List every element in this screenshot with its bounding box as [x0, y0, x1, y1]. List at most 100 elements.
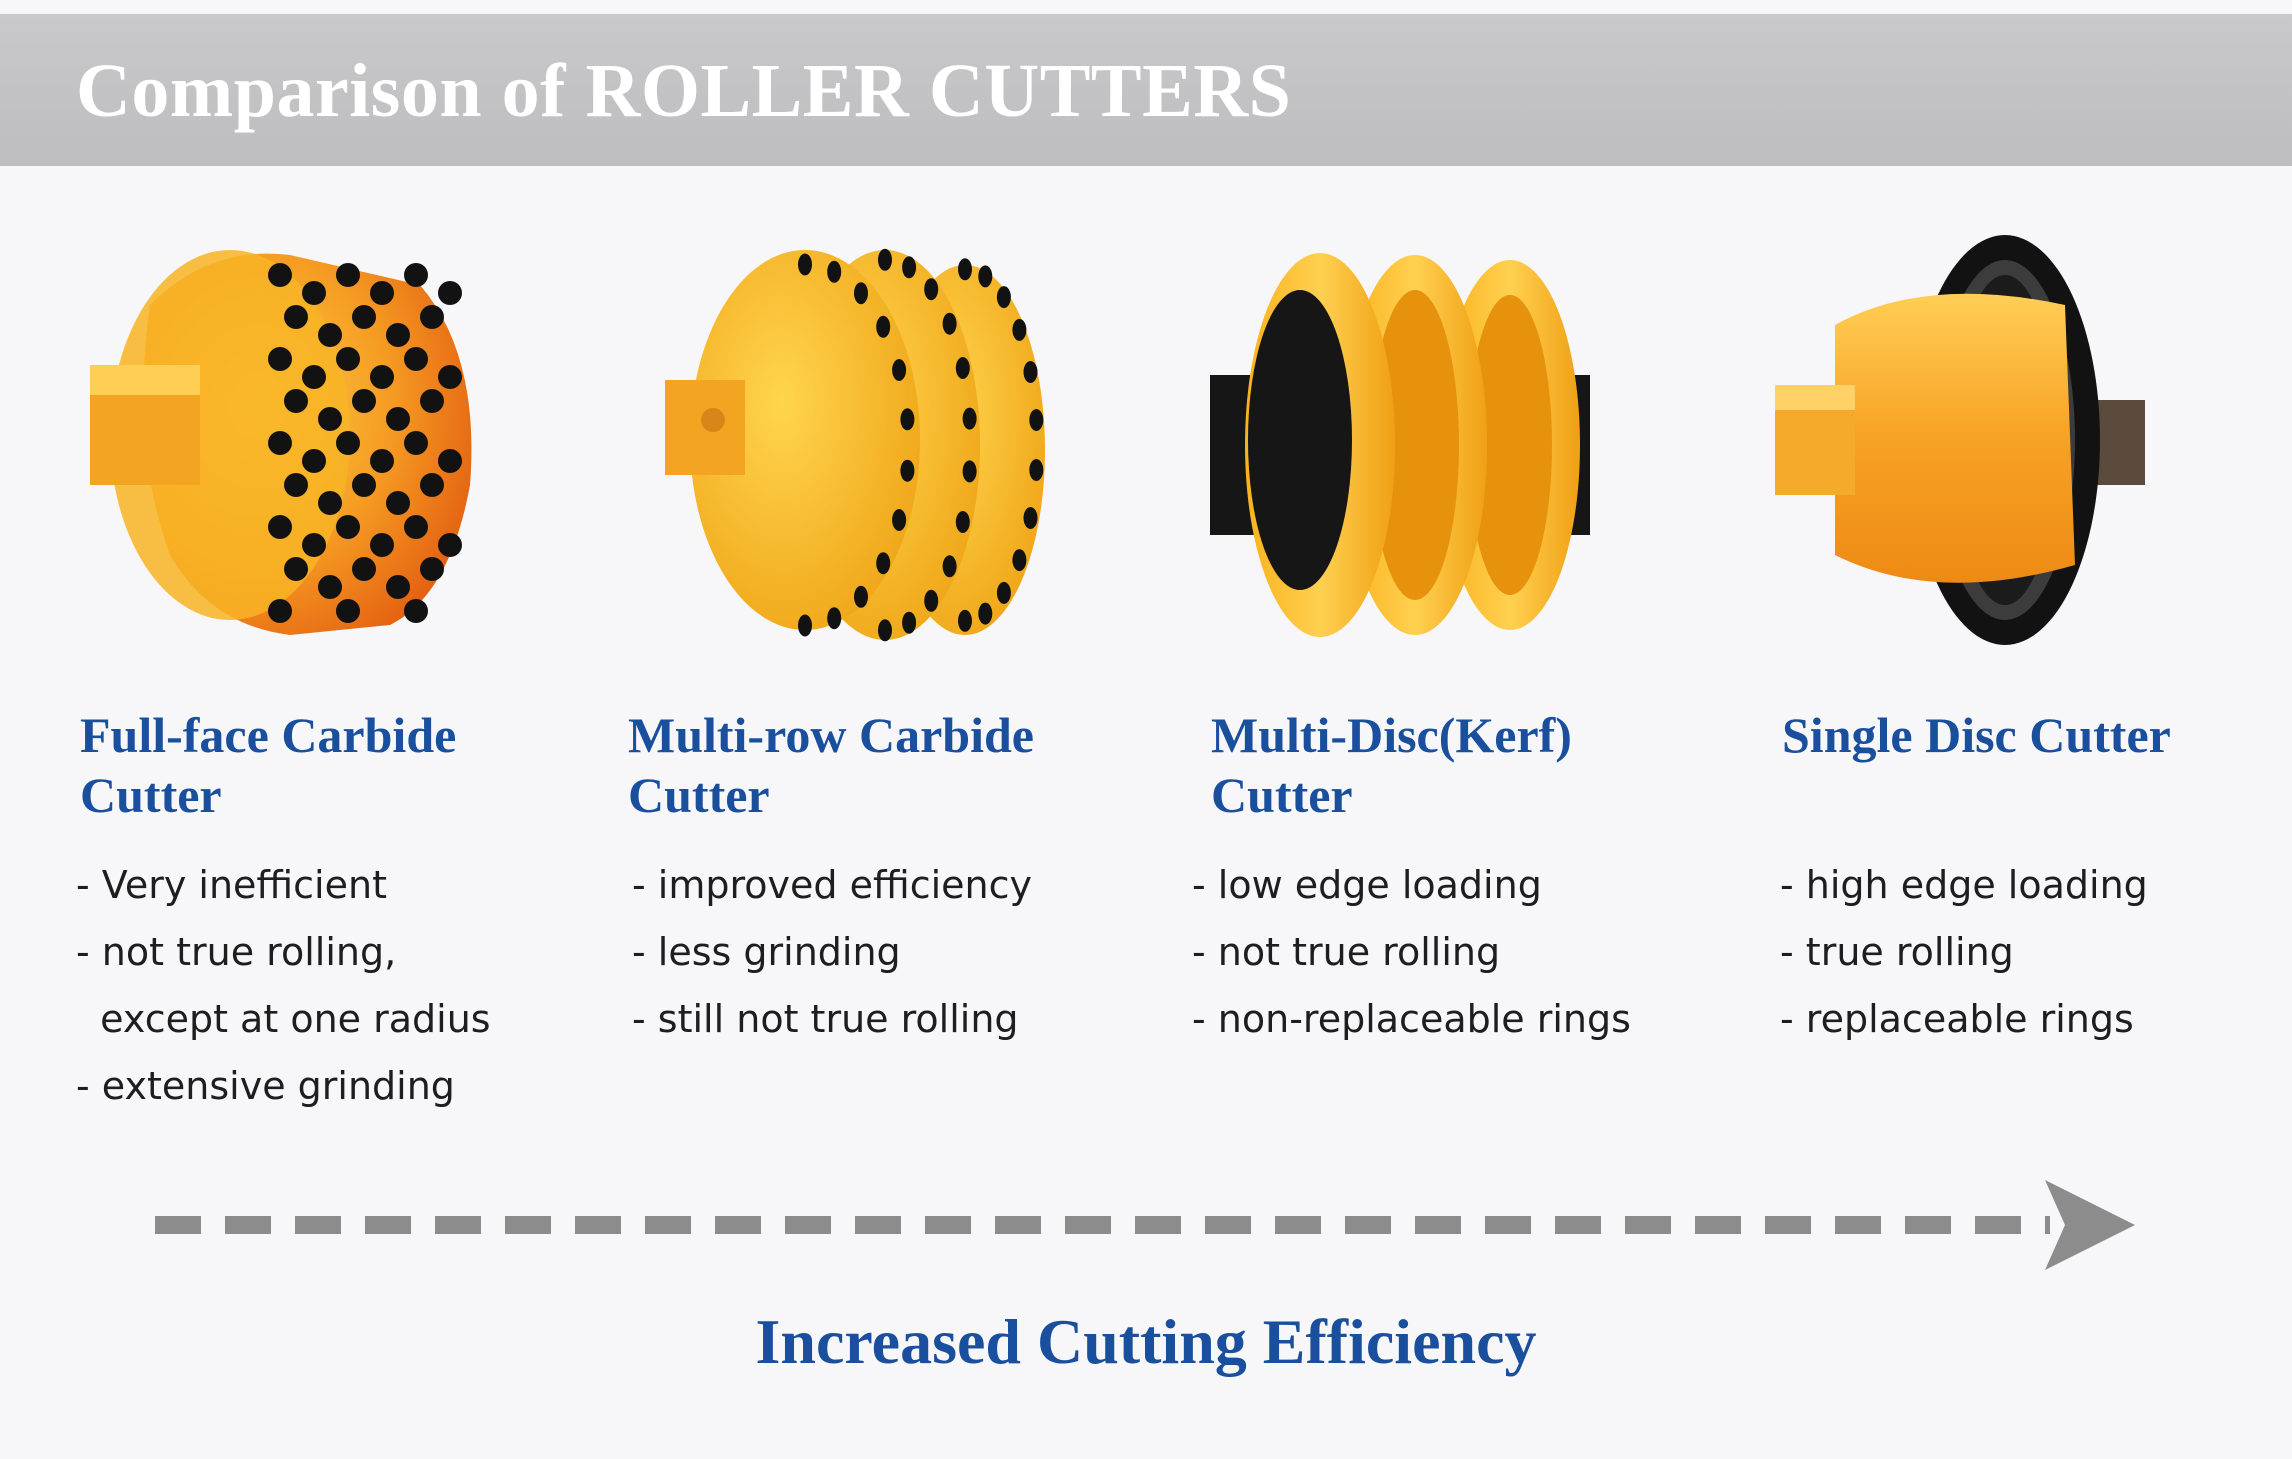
carbide-button: [404, 431, 428, 455]
carbide-button: [302, 281, 326, 305]
cutter-title-multi-disc: Multi-Disc(Kerf) Cutter: [1211, 707, 1572, 823]
carbide-button: [386, 491, 410, 515]
carbide-button: [336, 347, 360, 371]
carbide-tooth: [942, 312, 957, 335]
carbide-button: [284, 557, 308, 581]
feature-list-single-disc: - high edge loading - true rolling - rep…: [1780, 852, 2148, 1053]
feature-item: - non-replaceable rings: [1192, 997, 1631, 1041]
carbide-button: [438, 281, 462, 305]
feature-item: - extensive grinding: [76, 1064, 455, 1108]
carbide-tooth: [924, 589, 939, 612]
carbide-button: [438, 365, 462, 389]
feature-item: - improved efficiency: [632, 863, 1033, 907]
carbide-tooth: [854, 585, 868, 608]
carbide-tooth: [1023, 507, 1038, 529]
carbide-tooth: [878, 619, 892, 642]
feature-list-multi-disc: - low edge loading - not true rolling - …: [1192, 852, 1631, 1053]
carbide-button: [404, 347, 428, 371]
carbide-button: [386, 323, 410, 347]
carbide-button: [268, 431, 292, 455]
carbide-button: [352, 389, 376, 413]
carbide-button: [370, 281, 394, 305]
single-disc-cutter-image: [1775, 235, 2145, 645]
carbide-button: [284, 473, 308, 497]
title-banner: Comparison of ROLLER CUTTERS: [0, 14, 2292, 166]
carbide-tooth: [902, 256, 917, 279]
carbide-tooth: [996, 581, 1011, 604]
carbide-tooth: [892, 359, 907, 381]
carbide-button: [370, 449, 394, 473]
carbide-button: [420, 557, 444, 581]
carbide-button: [420, 305, 444, 329]
carbide-button: [336, 431, 360, 455]
carbide-tooth: [902, 611, 917, 634]
feature-item: - true rolling: [1780, 930, 2014, 974]
carbide-button: [284, 305, 308, 329]
feature-item: - Very inefficient: [76, 863, 387, 907]
carbide-button: [318, 407, 342, 431]
feature-list-multi-row: - improved efficiency - less grinding - …: [632, 852, 1032, 1053]
carbide-tooth: [876, 315, 891, 338]
carbide-button: [404, 263, 428, 287]
carbide-button: [386, 407, 410, 431]
carbide-button: [404, 515, 428, 539]
carbide-button: [302, 533, 326, 557]
carbide-tooth: [958, 609, 972, 632]
carbide-button: [438, 533, 462, 557]
carbide-tooth: [900, 459, 915, 482]
feature-item: - replaceable rings: [1780, 997, 2134, 1041]
carbide-tooth: [798, 614, 812, 637]
cutter-title-full-face: Full-face Carbide Cutter: [80, 707, 457, 823]
carbide-button: [438, 449, 462, 473]
carbide-tooth: [942, 555, 957, 578]
carbide-tooth: [876, 552, 891, 575]
feature-item: - low edge loading: [1192, 863, 1542, 907]
carbide-button: [284, 389, 308, 413]
carbide-button: [370, 533, 394, 557]
page-title: Comparison of ROLLER CUTTERS: [76, 49, 1292, 133]
carbide-tooth: [955, 357, 970, 379]
carbide-button: [352, 305, 376, 329]
carbide-tooth: [978, 602, 993, 625]
carbide-button: [352, 473, 376, 497]
carbide-tooth: [962, 460, 977, 483]
multi-row-carbide-cutter-image: [665, 248, 1045, 642]
carbide-button: [386, 575, 410, 599]
carbide-button: [302, 365, 326, 389]
carbide-tooth: [978, 265, 993, 288]
feature-item: - still not true rolling: [632, 997, 1019, 1041]
cutter-title-single-disc: Single Disc Cutter: [1782, 707, 2171, 763]
feature-item: - not true rolling,: [76, 930, 397, 974]
carbide-tooth: [958, 258, 972, 281]
carbide-tooth: [962, 407, 977, 430]
carbide-tooth: [892, 509, 907, 531]
carbide-button: [370, 365, 394, 389]
carbide-button: [318, 575, 342, 599]
carbide-button: [336, 599, 360, 623]
carbide-tooth: [798, 253, 812, 276]
feature-list-full-face: - Very inefficient - not true rolling, e…: [76, 852, 491, 1120]
efficiency-label: Increased Cutting Efficiency: [755, 1306, 1537, 1377]
carbide-button: [318, 491, 342, 515]
carbide-button: [404, 599, 428, 623]
carbide-tooth: [854, 282, 868, 305]
feature-item: - not true rolling: [1192, 930, 1501, 974]
multi-disc-kerf-cutter-image: [1210, 253, 1590, 637]
carbide-button: [302, 449, 326, 473]
carbide-button: [420, 473, 444, 497]
efficiency-arrow: [155, 1180, 2135, 1270]
feature-item: - high edge loading: [1780, 863, 2148, 907]
carbide-button: [336, 515, 360, 539]
carbide-tooth: [1029, 409, 1044, 431]
carbide-tooth: [878, 248, 892, 271]
carbide-tooth: [900, 408, 915, 431]
carbide-tooth: [1012, 549, 1027, 572]
carbide-tooth: [1023, 361, 1038, 383]
carbide-button: [352, 557, 376, 581]
carbide-tooth: [827, 260, 842, 283]
carbide-button: [268, 515, 292, 539]
full-face-carbide-cutter-image: [90, 250, 472, 636]
carbide-tooth: [955, 511, 970, 533]
carbide-button: [420, 389, 444, 413]
carbide-button: [336, 263, 360, 287]
